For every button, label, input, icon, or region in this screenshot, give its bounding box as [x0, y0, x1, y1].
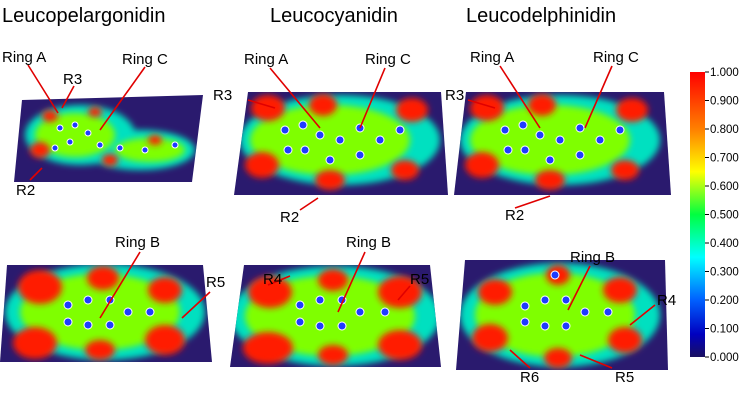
colorbar-tick-label: 0.200	[710, 295, 739, 307]
label-ring-b-2: Ring B	[346, 234, 391, 251]
colorbar-tick-label: 0.000	[710, 352, 739, 364]
label-r4-3: R4	[657, 292, 676, 309]
label-r5-3: R5	[615, 369, 634, 386]
title-leucodelphinidin: Leucodelphinidin	[466, 5, 616, 27]
map-leucocyanidin-bottom	[230, 265, 441, 367]
colorbar-tick-label: 0.400	[710, 238, 739, 250]
colorbar-tick-label: 0.700	[710, 153, 739, 165]
title-leucopelargonidin: Leucopelargonidin	[2, 5, 165, 27]
colorbar-ticks: 1.000 0.900 0.800 0.700 0.600 0.500 0.400 0.300…	[705, 67, 739, 364]
colorbar-tick-label: 0.100	[710, 324, 739, 336]
label-r6-3: R6	[520, 369, 539, 386]
colorbar-gradient	[690, 72, 705, 357]
colorbar-tick-label: 0.600	[710, 181, 739, 193]
label-r4-2: R4	[263, 271, 282, 288]
label-ring-c-3: Ring C	[593, 49, 639, 66]
map-leucocyanidin-top	[234, 92, 448, 195]
label-r2-3: R2	[505, 207, 524, 224]
map-leucodelphinidin-top	[454, 92, 671, 195]
label-r5-1: R5	[206, 274, 225, 291]
title-leucocyanidin: Leucocyanidin	[270, 5, 398, 27]
label-ring-a-3: Ring A	[470, 49, 514, 66]
colorbar-tick-label: 0.500	[710, 210, 739, 222]
label-ring-c-2: Ring C	[365, 51, 411, 68]
colorbar: 1.000 0.900 0.800 0.700 0.600 0.500 0.400 0.300…	[690, 67, 739, 364]
annotation-arrows	[27, 64, 656, 369]
map-leucopelargonidin-top	[14, 95, 203, 182]
label-ring-b-3: Ring B	[570, 249, 615, 266]
label-r2-1: R2	[16, 182, 35, 199]
colorbar-tick-label: 0.300	[710, 267, 739, 279]
map-leucodelphinidin-bottom	[456, 260, 668, 370]
label-ring-c-1: Ring C	[122, 51, 168, 68]
label-r2-2: R2	[280, 209, 299, 226]
map-leucopelargonidin-bottom	[0, 265, 212, 362]
label-r3-3: R3	[445, 87, 464, 104]
colorbar-tick-label: 0.900	[710, 96, 739, 108]
label-r3-1: R3	[63, 71, 82, 88]
label-r5-2: R5	[410, 271, 429, 288]
label-r3-2: R3	[213, 87, 232, 104]
label-ring-a-2: Ring A	[244, 51, 288, 68]
colorbar-tick-label: 1.000	[710, 67, 739, 79]
label-ring-b-1: Ring B	[115, 234, 160, 251]
colorbar-tick-label: 0.800	[710, 124, 739, 136]
label-ring-a-1: Ring A	[2, 49, 46, 66]
